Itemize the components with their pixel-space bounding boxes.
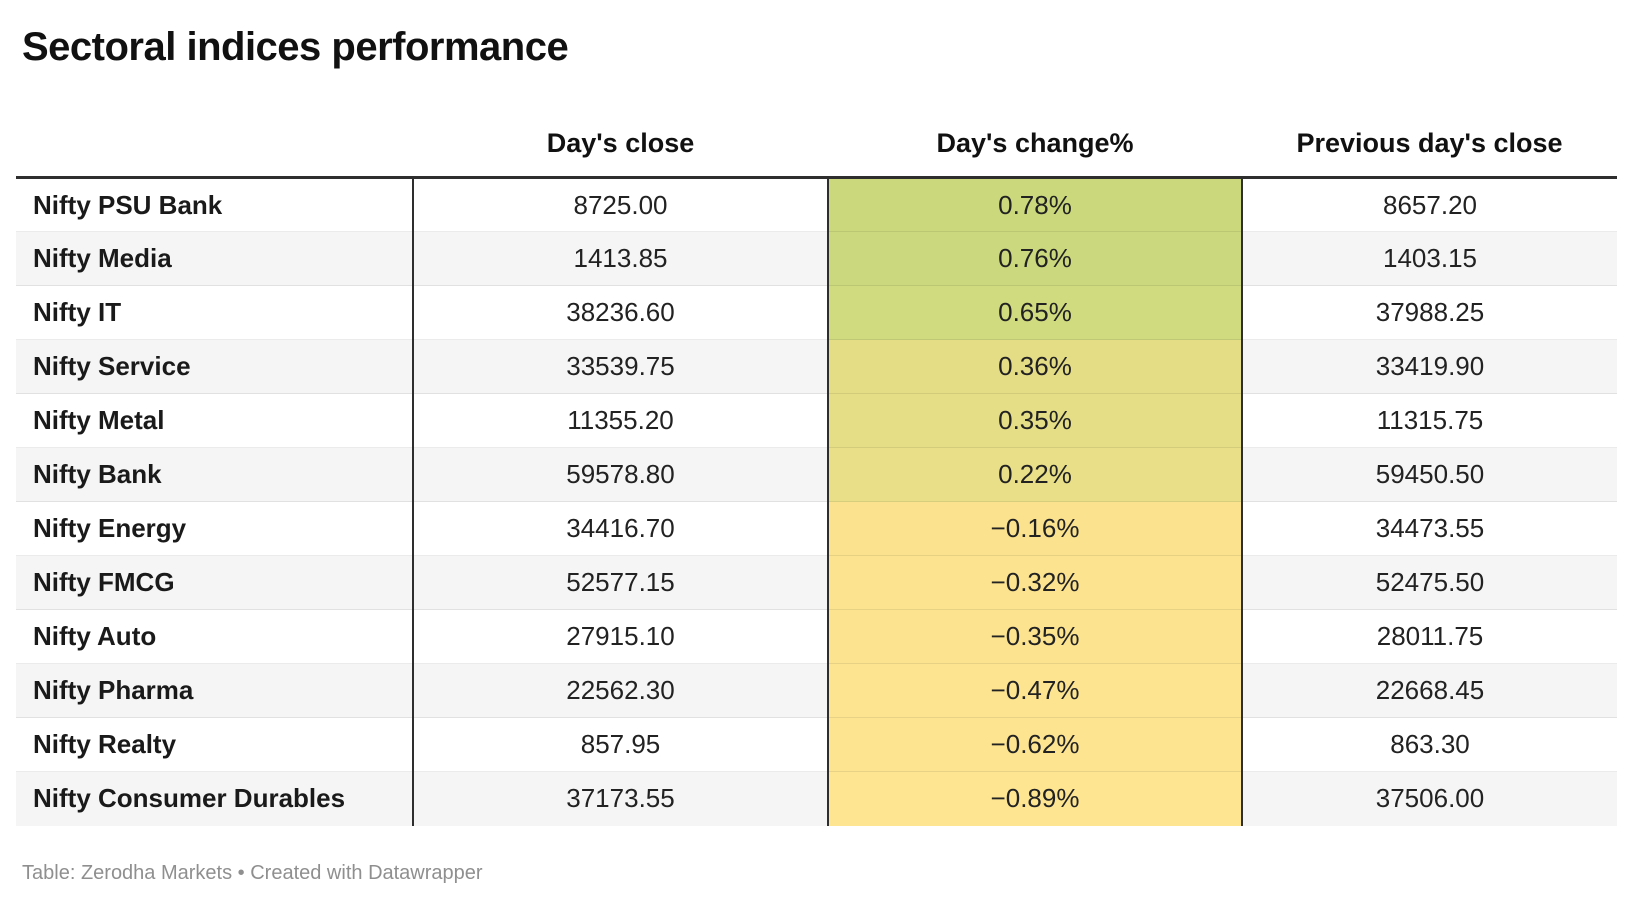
index-name-cell: Nifty Pharma <box>16 663 414 718</box>
sectoral-indices-table: Day's close Day's change% Previous day's… <box>16 72 1617 826</box>
prev-close-cell: 11315.75 <box>1242 393 1617 448</box>
index-name-cell: Nifty PSU Bank <box>16 177 414 232</box>
table-row: Nifty Service 33539.75 0.36% 33419.90 <box>16 339 1617 394</box>
column-header-index <box>16 72 413 179</box>
table-row: Nifty Metal 11355.20 0.35% 11315.75 <box>16 393 1617 448</box>
days-change-cell: 0.35% <box>827 393 1243 448</box>
days-change-cell: −0.47% <box>827 663 1243 718</box>
days-change-cell: −0.35% <box>827 609 1243 664</box>
days-close-cell: 37173.55 <box>413 771 828 826</box>
index-name-cell: Nifty Consumer Durables <box>16 771 414 826</box>
days-change-cell: 0.36% <box>827 339 1243 394</box>
footer-source-link[interactable]: Zerodha Markets <box>80 861 233 884</box>
table-header-row: Day's close Day's change% Previous day's… <box>16 72 1617 179</box>
prev-close-cell: 37506.00 <box>1242 771 1617 826</box>
days-change-cell: −0.89% <box>827 771 1243 826</box>
column-header-days-change: Day's change% <box>828 72 1242 179</box>
days-close-cell: 59578.80 <box>413 447 828 502</box>
days-close-cell: 52577.15 <box>413 555 828 610</box>
days-close-cell: 22562.30 <box>413 663 828 718</box>
page-container: Sectoral indices performance Day's close… <box>16 25 1620 886</box>
days-close-cell: 857.95 <box>413 717 828 772</box>
table-body: Nifty PSU Bank 8725.00 0.78% 8657.20 Nifty M… <box>16 177 1617 826</box>
days-change-cell: 0.76% <box>827 231 1243 286</box>
days-close-cell: 33539.75 <box>413 339 828 394</box>
index-name-cell: Nifty Auto <box>16 609 414 664</box>
index-name-cell: Nifty Energy <box>16 501 414 556</box>
prev-close-cell: 37988.25 <box>1242 285 1617 340</box>
prev-close-cell: 59450.50 <box>1242 447 1617 502</box>
prev-close-cell: 1403.15 <box>1242 231 1617 286</box>
prev-close-cell: 52475.50 <box>1242 555 1617 610</box>
footer-datawrapper-link[interactable]: Datawrapper <box>368 861 483 884</box>
table-row: Nifty Realty 857.95 −0.62% 863.30 <box>16 717 1617 772</box>
days-change-cell: 0.65% <box>827 285 1243 340</box>
days-change-cell: −0.32% <box>827 555 1243 610</box>
prev-close-cell: 8657.20 <box>1383 189 1477 220</box>
index-name-cell: Nifty FMCG <box>16 555 414 610</box>
table-row: Nifty Consumer Durables 37173.55 −0.89% 375… <box>16 771 1617 826</box>
prev-close-cell: 34473.55 <box>1242 501 1617 556</box>
table-row: Nifty Media 1413.85 0.76% 1403.15 <box>16 231 1617 286</box>
column-header-days-close: Day's close <box>413 72 828 179</box>
days-close-cell: 1413.85 <box>413 231 828 286</box>
prev-close-cell: 863.30 <box>1242 717 1617 772</box>
footer-attribution: Table: Zerodha Markets • Created with Da… <box>22 860 1620 886</box>
days-close-cell: 38236.60 <box>413 285 828 340</box>
table-row: Nifty Auto 27915.10 −0.35% 28011.75 <box>16 609 1617 664</box>
page-title: Sectoral indices performance <box>22 25 569 69</box>
table-row: Nifty Pharma 22562.30 −0.47% 22668.45 <box>16 663 1617 718</box>
prev-close-cell: 22668.45 <box>1242 663 1617 718</box>
days-change-cell: −0.16% <box>827 501 1243 556</box>
table-row: Nifty FMCG 52577.15 −0.32% 52475.50 <box>16 555 1617 610</box>
footer-created-with: • Created with <box>232 861 369 884</box>
table-header: Day's close Day's change% Previous day's… <box>16 72 1617 179</box>
index-name-cell: Nifty IT <box>16 285 414 340</box>
table-row: Nifty Bank 59578.80 0.22% 59450.50 <box>16 447 1617 502</box>
column-header-previous-close: Previous day's close <box>1242 72 1617 179</box>
days-change-cell: 0.78% <box>827 177 1243 232</box>
index-name-cell: Nifty Bank <box>16 447 414 502</box>
table-row: Nifty PSU Bank 8725.00 0.78% 8657.20 <box>16 177 1617 232</box>
days-change-cell: −0.62% <box>827 717 1243 772</box>
days-close-cell: 11355.20 <box>413 393 828 448</box>
table-row: Nifty IT 38236.60 0.65% 37988.25 <box>16 285 1617 340</box>
index-name-cell: Nifty Metal <box>16 393 414 448</box>
days-close-cell: 8725.00 <box>573 189 668 220</box>
days-change-cell: 0.22% <box>827 447 1243 502</box>
index-name-cell: Nifty Service <box>16 339 414 394</box>
table-row: Nifty Energy 34416.70 −0.16% 34473.55 <box>16 501 1617 556</box>
days-close-cell: 34416.70 <box>413 501 828 556</box>
index-name-cell: Nifty Media <box>16 231 414 286</box>
footer-table-label: Table: <box>22 861 81 884</box>
prev-close-cell: 33419.90 <box>1242 339 1617 394</box>
days-close-cell: 27915.10 <box>413 609 828 664</box>
prev-close-cell: 28011.75 <box>1242 609 1617 664</box>
index-name-cell: Nifty Realty <box>16 717 414 772</box>
